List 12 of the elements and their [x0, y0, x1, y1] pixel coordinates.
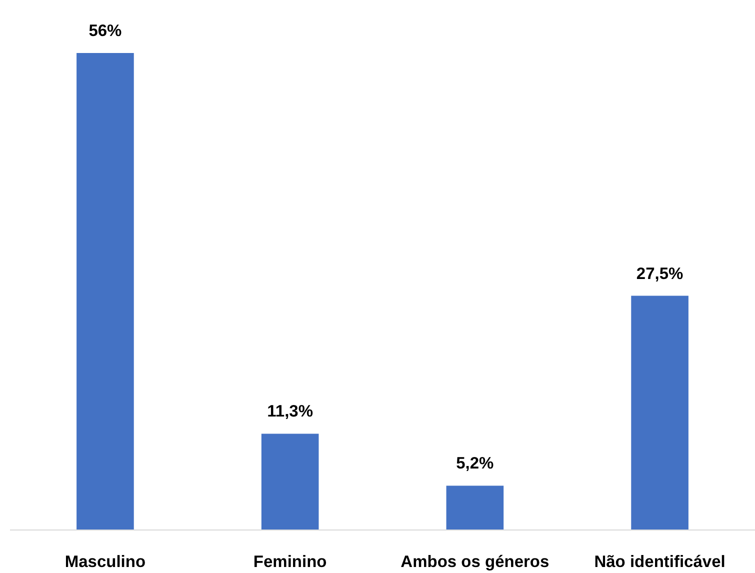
- x-tick-label: Masculino: [64, 553, 146, 571]
- data-label: 5,2%: [456, 454, 494, 473]
- bar: [76, 53, 134, 530]
- bar: [446, 486, 504, 530]
- data-label: 11,3%: [267, 402, 314, 421]
- x-tick-label: Feminino: [253, 553, 327, 571]
- x-tick-label: Não identificável: [594, 553, 726, 571]
- bar: [631, 296, 688, 530]
- bar: [261, 434, 319, 530]
- data-label: 56%: [88, 22, 122, 40]
- x-tick-label: Ambos os géneros: [400, 553, 550, 571]
- data-label: 27,5%: [636, 264, 684, 283]
